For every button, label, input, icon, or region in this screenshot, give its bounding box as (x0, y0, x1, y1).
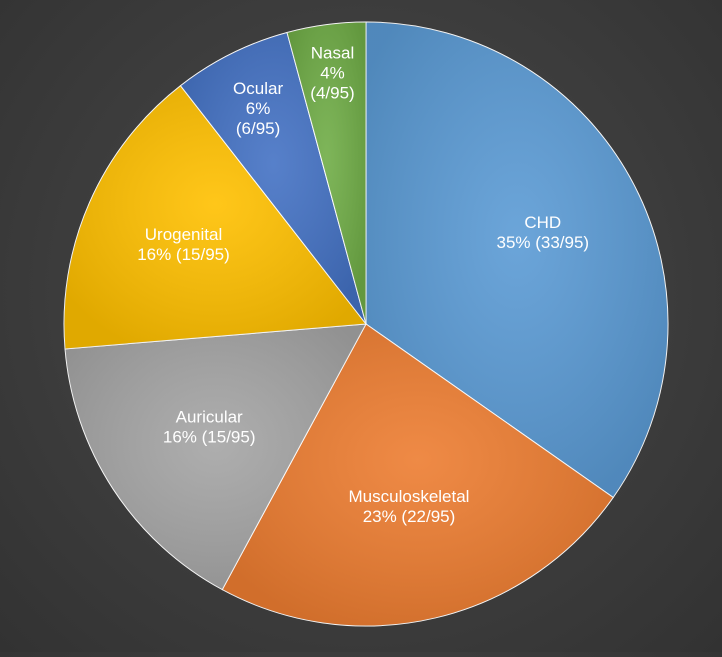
slice-label-line: 6% (246, 99, 271, 118)
pie-slices (63, 21, 669, 627)
slice-label-line: Musculoskeletal (349, 487, 470, 506)
slice-label-auricular: Auricular 16% (15/95) (163, 407, 256, 446)
slice-label-nasal: Nasal 4% (4/95) (310, 44, 354, 103)
slice-label-musculoskeletal: Musculoskeletal 23% (22/95) (349, 487, 470, 526)
pie-slice-shading (287, 22, 366, 324)
slice-label-line: Urogenital (145, 225, 223, 244)
slice-label-urogenital: Urogenital 16% (15/95) (137, 225, 230, 264)
pie-slice-shading (65, 324, 366, 590)
pie-slice-shading (180, 32, 366, 325)
slice-label-line: 16% (15/95) (163, 427, 256, 446)
slice-label-chd: CHD 35% (33/95) (496, 213, 589, 252)
pie-slice-shading (222, 324, 614, 626)
slice-label-line: Auricular (176, 407, 243, 426)
slice-label-line: (4/95) (310, 84, 354, 103)
slice-label-line: CHD (524, 213, 561, 232)
pie-labels: CHD 35% (33/95) Musculoskeletal 23% (22/95)… (137, 44, 589, 527)
slice-label-line: 35% (33/95) (496, 233, 589, 252)
slice-label-ocular: Ocular 6% (6/95) (233, 79, 283, 138)
pie-slice-shading (64, 85, 367, 349)
slice-label-line: Ocular (233, 79, 283, 98)
slice-label-line: 23% (22/95) (363, 507, 456, 526)
slice-label-line: Nasal (311, 44, 354, 63)
pie-slice-shading (366, 22, 668, 498)
slice-label-line: 16% (15/95) (137, 245, 230, 264)
slice-label-line: (6/95) (236, 119, 280, 138)
slice-label-line: 4% (320, 64, 345, 83)
